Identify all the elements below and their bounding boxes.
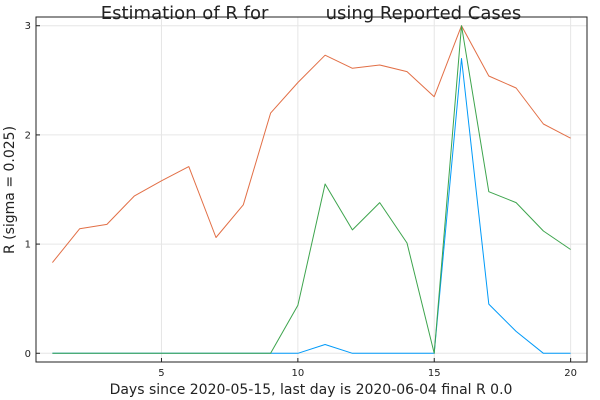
x-tick-label: 20 — [564, 368, 577, 379]
chart-title: Estimation of R for using Reported Cases — [101, 3, 522, 24]
series-line-1 — [52, 58, 571, 354]
x-tick-label: 5 — [158, 368, 164, 379]
y-axis-label: R (sigma = 0.025) — [2, 126, 18, 254]
y-tick-label: 1 — [25, 240, 31, 251]
x-tick-label: 10 — [291, 368, 304, 379]
y-tick-label: 0 — [25, 349, 31, 360]
y-tick-label: 2 — [25, 130, 31, 141]
plot-frame — [35, 16, 588, 363]
series-lines — [52, 25, 571, 354]
y-tick-label: 3 — [25, 21, 31, 32]
x-tick-label: 15 — [428, 368, 441, 379]
series-line-3 — [52, 25, 571, 354]
axis-ticks: 5 10 15 20 0 1 2 3 — [25, 21, 577, 379]
x-axis-label: Days since 2020-05-15, last day is 2020-… — [110, 382, 513, 398]
series-line-2 — [52, 25, 571, 263]
